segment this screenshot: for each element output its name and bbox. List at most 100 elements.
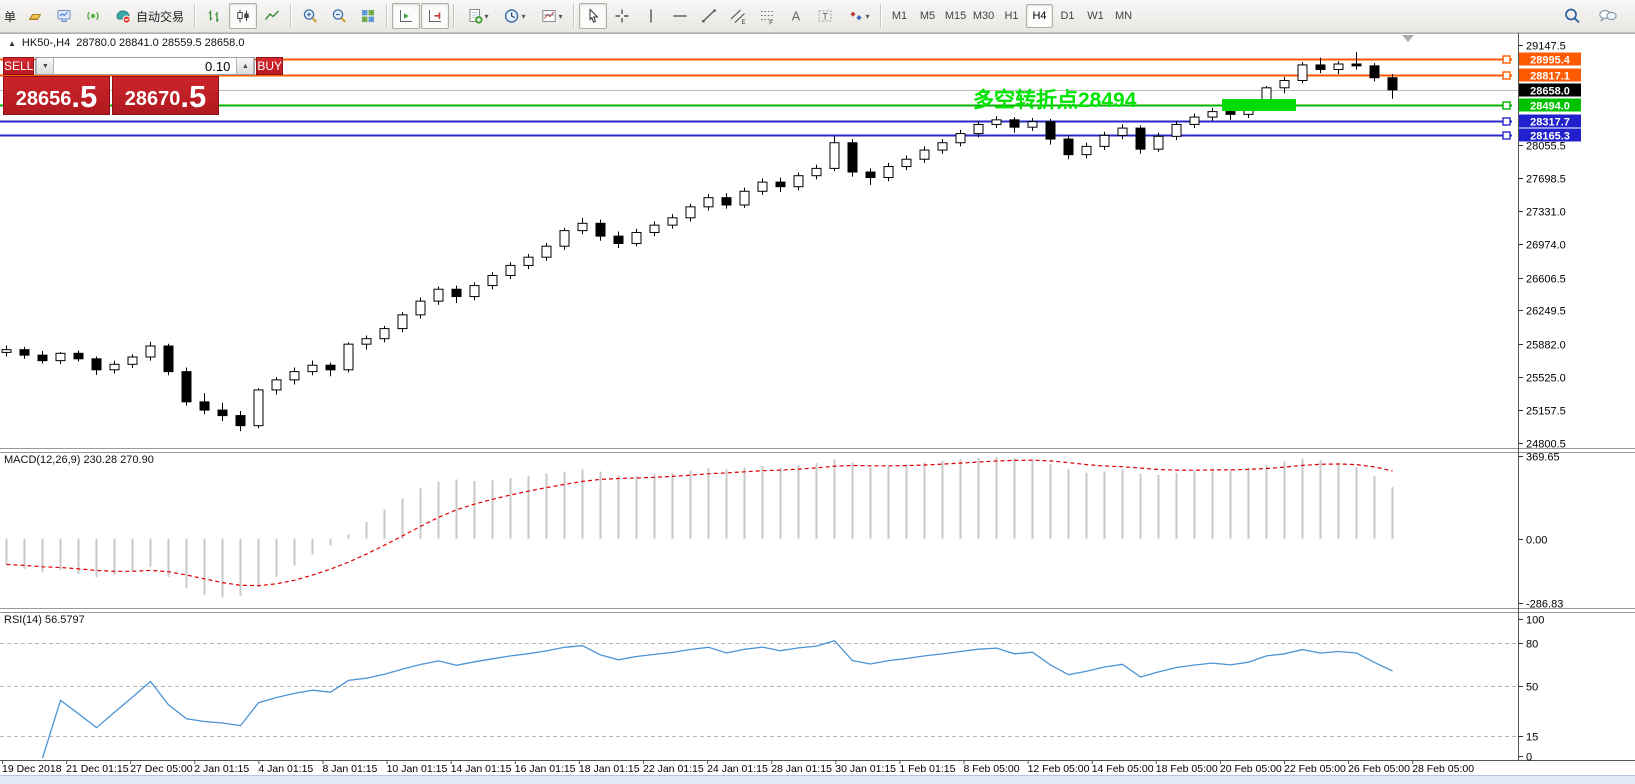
sell-price-int: 28656 bbox=[15, 88, 72, 110]
candle-body bbox=[631, 231, 642, 244]
time-axis-label: 14 Jan 01:15 bbox=[451, 763, 512, 775]
svg-text:A: A bbox=[792, 10, 801, 24]
main-toolbar: 单 自动交易 ▾ ▾ ▾ E F A T bbox=[0, 0, 1635, 33]
candlestick-chart-button[interactable] bbox=[229, 3, 258, 29]
candle-body bbox=[1135, 127, 1146, 150]
sell-button[interactable]: SELL bbox=[3, 57, 35, 75]
toolbar-group-zoom bbox=[296, 3, 382, 29]
candle-body bbox=[91, 358, 102, 371]
auto-scroll-button[interactable] bbox=[392, 3, 421, 29]
timeframe-button-h1[interactable]: H1 bbox=[1004, 10, 1019, 22]
time-axis-label: 8 Jan 01:15 bbox=[323, 763, 378, 775]
candle-body bbox=[1189, 116, 1200, 125]
candle-body bbox=[55, 352, 66, 362]
price-badge-label: 28658.0 bbox=[1530, 86, 1570, 98]
signal-icon[interactable] bbox=[79, 3, 107, 29]
new-chart-button[interactable]: ▾ bbox=[459, 3, 495, 29]
candle-body bbox=[901, 158, 912, 168]
candle-body bbox=[955, 133, 966, 144]
timeframe-button-d1[interactable]: D1 bbox=[1060, 10, 1075, 22]
new-order-button[interactable]: 单 bbox=[3, 3, 20, 29]
price-axis-tick: 29147.5 bbox=[1526, 41, 1566, 53]
candle-body bbox=[973, 123, 984, 135]
price-badge-label: 28817.1 bbox=[1530, 71, 1570, 83]
crosshair-button[interactable] bbox=[608, 3, 636, 29]
candle-body bbox=[343, 343, 354, 371]
candle-body bbox=[1315, 64, 1326, 70]
toolbar-separator bbox=[880, 4, 883, 28]
tile-windows-button[interactable] bbox=[354, 3, 382, 29]
arrows-button[interactable]: ▾ bbox=[840, 3, 876, 29]
price-chart-canvas[interactable]: 28995.4 28817.1 28658.0 28494.0 28317.7 28165… bbox=[0, 33, 1635, 783]
cursor-button[interactable] bbox=[579, 3, 608, 29]
time-axis-label: 21 Dec 01:15 bbox=[66, 763, 129, 775]
price-badge bbox=[1519, 52, 1581, 66]
buy-button[interactable]: BUY bbox=[256, 57, 284, 75]
line-chart-button[interactable] bbox=[258, 3, 286, 29]
price-badge-label: 28317.7 bbox=[1530, 117, 1570, 129]
text-label-button[interactable]: T bbox=[811, 3, 839, 29]
chat-button[interactable] bbox=[1594, 3, 1622, 29]
horizontal-line-button[interactable] bbox=[666, 3, 694, 29]
candle-body bbox=[721, 197, 732, 206]
candle-body bbox=[145, 345, 156, 358]
candle-body bbox=[595, 222, 606, 237]
toolbar-group-main: 单 自动交易 bbox=[3, 3, 190, 29]
timeframe-button-w1[interactable]: W1 bbox=[1087, 10, 1104, 22]
candle-body bbox=[73, 352, 84, 360]
buy-price-button[interactable]: 28670 .5 bbox=[112, 76, 219, 115]
price-badge-label: 28494.0 bbox=[1530, 101, 1570, 113]
text-button[interactable]: A bbox=[782, 3, 810, 29]
price-badge bbox=[1519, 68, 1581, 82]
time-axis-label: 14 Feb 05:00 bbox=[1092, 763, 1154, 775]
time-axis-label: 22 Feb 05:00 bbox=[1284, 763, 1346, 775]
timeframe-button-h4[interactable]: H4 bbox=[1026, 4, 1054, 28]
candle-body bbox=[1153, 135, 1164, 150]
template-button[interactable]: ▾ bbox=[533, 3, 569, 29]
candle-body bbox=[217, 409, 228, 417]
toolbar-group-new: ▾ ▾ ▾ bbox=[459, 3, 569, 29]
volume-input[interactable] bbox=[54, 58, 237, 74]
timeframe-button-m30[interactable]: M30 bbox=[972, 10, 995, 22]
timeframe-button-mn[interactable]: MN bbox=[1114, 10, 1133, 22]
candle-body bbox=[811, 167, 822, 177]
volume-increase-button[interactable]: ▲ bbox=[236, 58, 255, 74]
sell-price-button[interactable]: 28656 .5 bbox=[3, 76, 110, 115]
rsi-axis-tick: 80 bbox=[1526, 639, 1538, 651]
trendline-button[interactable] bbox=[695, 3, 723, 29]
candle-body bbox=[451, 288, 462, 298]
time-axis-label: 28 Feb 05:00 bbox=[1412, 763, 1474, 775]
toolbar-right-icons bbox=[1558, 3, 1632, 29]
macd-indicator-label: MACD(12,26,9) 230.28 270.90 bbox=[4, 454, 154, 466]
price-axis-tick: 26606.5 bbox=[1526, 274, 1566, 286]
time-axis-label: 16 Jan 01:15 bbox=[515, 763, 576, 775]
candle-body bbox=[289, 371, 300, 381]
vertical-line-button[interactable] bbox=[637, 3, 665, 29]
zoom-out-button[interactable] bbox=[325, 3, 353, 29]
timeframe-button-m1[interactable]: M1 bbox=[891, 10, 908, 22]
gold-ingot-icon[interactable] bbox=[21, 3, 49, 29]
period-button[interactable]: ▾ bbox=[496, 3, 532, 29]
chart-shift-button[interactable] bbox=[421, 3, 450, 29]
collapse-icon[interactable]: ▲ bbox=[8, 38, 16, 48]
volume-decrease-button[interactable]: ▼ bbox=[36, 58, 55, 74]
equidistant-channel-button[interactable]: E bbox=[724, 3, 752, 29]
timeframe-button-m5[interactable]: M5 bbox=[919, 10, 936, 22]
autotrading-button[interactable]: 自动交易 bbox=[108, 3, 190, 29]
zoom-in-button[interactable] bbox=[296, 3, 324, 29]
terminal-icon[interactable] bbox=[50, 3, 78, 29]
symbol-period-label: HK50-,H4 bbox=[21, 37, 71, 49]
bar-chart-button[interactable] bbox=[200, 3, 228, 29]
fibonacci-button[interactable]: F bbox=[753, 3, 781, 29]
search-button[interactable] bbox=[1558, 3, 1586, 29]
time-axis-label: 26 Feb 05:00 bbox=[1348, 763, 1410, 775]
svg-text:T: T bbox=[822, 11, 828, 21]
macd-signal-line bbox=[6, 459, 1393, 587]
time-axis-label: 24 Jan 01:15 bbox=[707, 763, 768, 775]
svg-text:F: F bbox=[769, 20, 773, 25]
price-badge bbox=[1519, 98, 1581, 112]
candle-body bbox=[127, 356, 138, 365]
time-axis-label: 20 Feb 05:00 bbox=[1220, 763, 1282, 775]
price-axis-tick: 28055.5 bbox=[1526, 141, 1566, 153]
timeframe-button-m15[interactable]: M15 bbox=[944, 10, 967, 22]
